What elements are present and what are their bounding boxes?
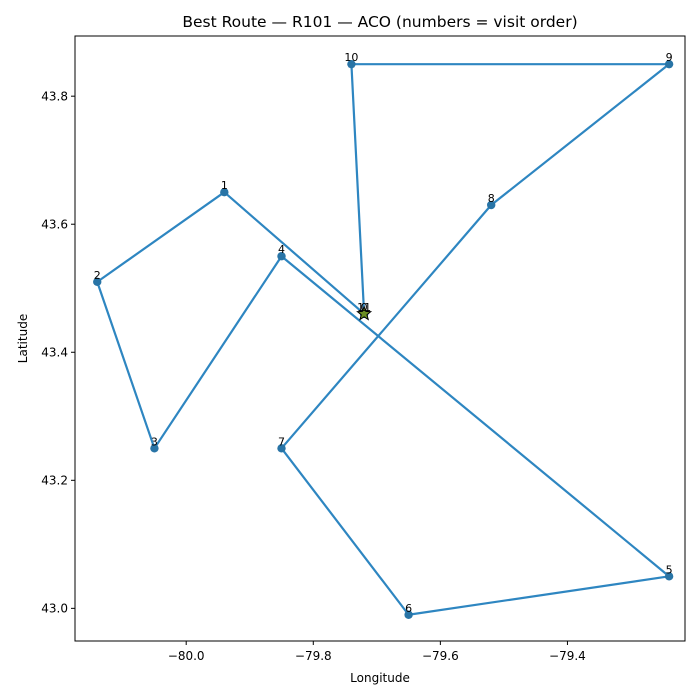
route-point-3	[150, 444, 159, 453]
x-axis-title: Longitude	[350, 671, 410, 685]
y-tick-label: 43.2	[41, 474, 68, 488]
route-point-6	[404, 610, 413, 619]
point-label-7: 7	[278, 435, 285, 448]
point-label-5: 5	[666, 563, 673, 576]
point-label-0: 0	[361, 301, 368, 314]
y-tick-label: 43.6	[41, 217, 68, 231]
y-tick-label: 43.4	[41, 345, 68, 359]
y-tick-label: 43.0	[41, 602, 68, 616]
point-label-4: 4	[278, 243, 285, 256]
route-point-9	[664, 59, 674, 69]
point-label-3: 3	[151, 435, 158, 448]
point-label-6: 6	[405, 602, 412, 615]
depot-star-marker	[356, 305, 373, 321]
route-line	[96, 63, 671, 616]
route-point-2	[93, 277, 102, 287]
point-label-1: 1	[221, 179, 228, 192]
y-axis: 43.0 43.2 43.4 43.6 43.8	[41, 89, 75, 616]
point-label-11: 11	[357, 301, 371, 314]
point-label-8: 8	[488, 192, 495, 205]
x-tick-label: −79.6	[422, 649, 459, 663]
route-point-5	[664, 572, 674, 581]
route-point-4	[277, 252, 286, 261]
y-axis-title: Latitude	[16, 314, 30, 363]
y-tick-label: 43.8	[41, 89, 68, 103]
x-tick-label: −79.4	[549, 649, 586, 663]
x-tick-label: −80.0	[168, 649, 205, 663]
point-label-10: 10	[344, 51, 358, 64]
route-point-8	[487, 200, 496, 210]
point-label-2: 2	[94, 269, 101, 282]
x-tick-label: −79.8	[295, 649, 332, 663]
point-label-9: 9	[666, 51, 673, 64]
plot-content: 0 1 2 3 4 5 6 7 8 9 10 11	[93, 51, 674, 619]
route-point-1	[220, 188, 229, 197]
route-point-7	[277, 444, 286, 453]
plot-frame	[74, 35, 686, 642]
chart-title: Best Route — R101 — ACO (numbers = visit…	[182, 13, 577, 31]
route-point-10	[347, 59, 356, 69]
x-axis: −80.0 −79.8 −79.6 −79.4	[168, 641, 586, 663]
